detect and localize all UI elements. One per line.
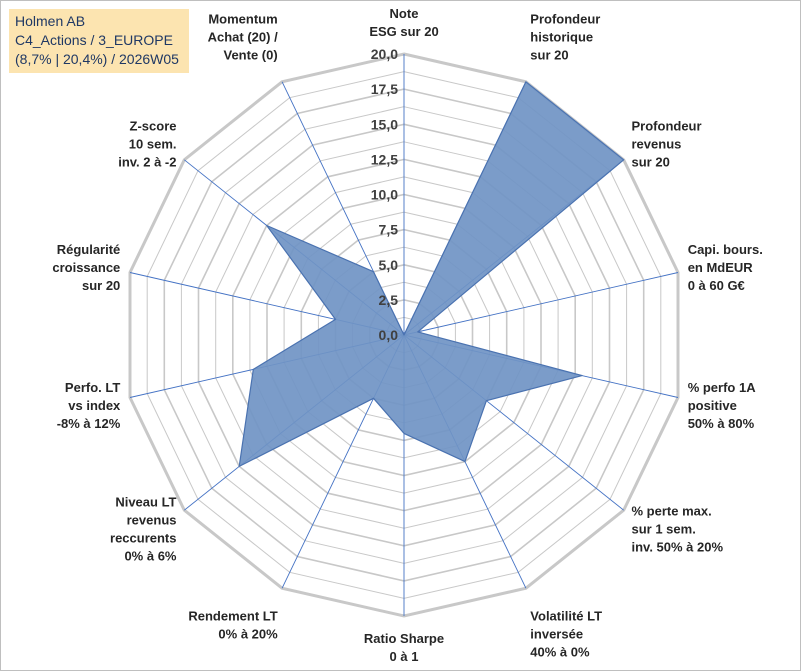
axis-label-line: Achat (20) / xyxy=(208,30,278,45)
chart-title-box: Holmen AB C4_Actions / 3_EUROPE (8,7% | … xyxy=(9,9,189,73)
axis-label-line: Profondeur xyxy=(632,118,702,133)
axis-label-line: -8% à 12% xyxy=(57,416,121,431)
axis-label-line: % perfo 1A xyxy=(688,380,757,395)
axis-label: Profondeur revenus sur 20 xyxy=(632,118,702,169)
series-area xyxy=(238,81,625,467)
axis-label: Perfo. LT vs index -8% à 12% xyxy=(57,380,121,431)
axis-label-line: croissance xyxy=(52,260,120,275)
axis-label-line: Régularité xyxy=(57,242,121,257)
axis-label-line: 10 sem. xyxy=(129,136,177,151)
axis-label-line: Capi. bours. xyxy=(688,242,763,257)
axis-label-line: 40% à 0% xyxy=(530,644,590,659)
axis-label-line: Niveau LT xyxy=(115,495,176,510)
tick-label: 17,5 xyxy=(371,81,398,97)
axis-label-line: Rendement LT xyxy=(188,608,277,623)
axis-label-line: Z-score xyxy=(130,118,177,133)
radial-tick-labels: 0,0 2,5 5,0 7,5 10,0 12,5 15,0 17,5 20,0 xyxy=(371,46,398,343)
axis-label-line: 0% à 6% xyxy=(124,549,176,564)
axis-label-line: inv. 50% à 20% xyxy=(632,540,724,555)
axis-label-line: 50% à 80% xyxy=(688,416,755,431)
axis-label: Rendement LT 0% à 20% xyxy=(188,608,278,641)
axis-label: Capi. bours. en MdEUR 0 à 60 G€ xyxy=(688,242,763,293)
spoke-line xyxy=(403,272,679,336)
axis-label: Z-score 10 sem. inv. 2 à -2 xyxy=(118,118,176,169)
axis-label: Profondeur historique sur 20 xyxy=(530,12,600,63)
radar-series xyxy=(238,81,625,467)
axis-labels: Note ESG sur 20 Profondeur historique sur 20… xyxy=(52,6,762,664)
title-company: Holmen AB xyxy=(15,13,86,29)
tick-label: 10,0 xyxy=(371,187,398,203)
axis-label-line: Volatilité LT xyxy=(530,608,602,623)
axis-label: Ratio Sharpe 0 à 1 xyxy=(364,631,444,664)
axis-label-line: % perte max. xyxy=(632,504,712,519)
axis-label-line: Momentum xyxy=(208,12,277,27)
axis-label-line: revenus xyxy=(127,513,177,528)
title-category: C4_Actions / 3_EUROPE xyxy=(15,32,173,48)
axis-label: % perfo 1A positive 50% à 80% xyxy=(688,380,757,431)
axis-label-line: 0% à 20% xyxy=(218,626,278,641)
axis-label: Régularité croissance sur 20 xyxy=(52,242,120,293)
axis-label: Note ESG sur 20 xyxy=(369,6,438,39)
axis-label-line: revenus xyxy=(632,136,682,151)
axis-label-line: sur 1 sem. xyxy=(632,522,696,537)
axis-label-line: vs index xyxy=(68,398,121,413)
axis-label-line: 0 à 1 xyxy=(390,649,419,664)
axis-label-line: sur 20 xyxy=(530,48,568,63)
axis-label-line: ESG sur 20 xyxy=(369,24,438,39)
axis-label-line: 0 à 60 G€ xyxy=(688,278,745,293)
axis-label-line: sur 20 xyxy=(82,278,120,293)
axis-label-line: Note xyxy=(390,6,419,21)
axis-label-line: Vente (0) xyxy=(224,48,278,63)
title-stats: (8,7% | 20,4%) / 2026W05 xyxy=(15,51,179,67)
axis-label-line: en MdEUR xyxy=(688,260,754,275)
tick-label: 2,5 xyxy=(379,292,399,308)
axis-label-line: inversée xyxy=(530,626,583,641)
axis-label-line: historique xyxy=(530,30,593,45)
axis-label-line: reccurents xyxy=(110,531,176,546)
axis-label-line: Perfo. LT xyxy=(65,380,120,395)
axis-label: % perte max. sur 1 sem. inv. 50% à 20% xyxy=(632,504,724,555)
tick-label: 7,5 xyxy=(379,222,399,238)
tick-label: 15,0 xyxy=(371,116,398,132)
axis-label: Volatilité LT inversée 40% à 0% xyxy=(530,608,602,659)
tick-label: 12,5 xyxy=(371,151,398,167)
axis-label: Momentum Achat (20) / Vente (0) xyxy=(208,12,278,63)
axis-label-line: Profondeur xyxy=(530,12,600,27)
axis-label-line: positive xyxy=(688,398,737,413)
tick-label: 0,0 xyxy=(379,327,399,343)
axis-label-line: sur 20 xyxy=(632,154,670,169)
axis-label-line: inv. 2 à -2 xyxy=(118,154,176,169)
tick-label: 20,0 xyxy=(371,46,398,62)
axis-label-line: Ratio Sharpe xyxy=(364,631,444,646)
axis-label: Niveau LT revenus reccurents 0% à 6% xyxy=(110,495,177,564)
tick-label: 5,0 xyxy=(379,257,399,273)
